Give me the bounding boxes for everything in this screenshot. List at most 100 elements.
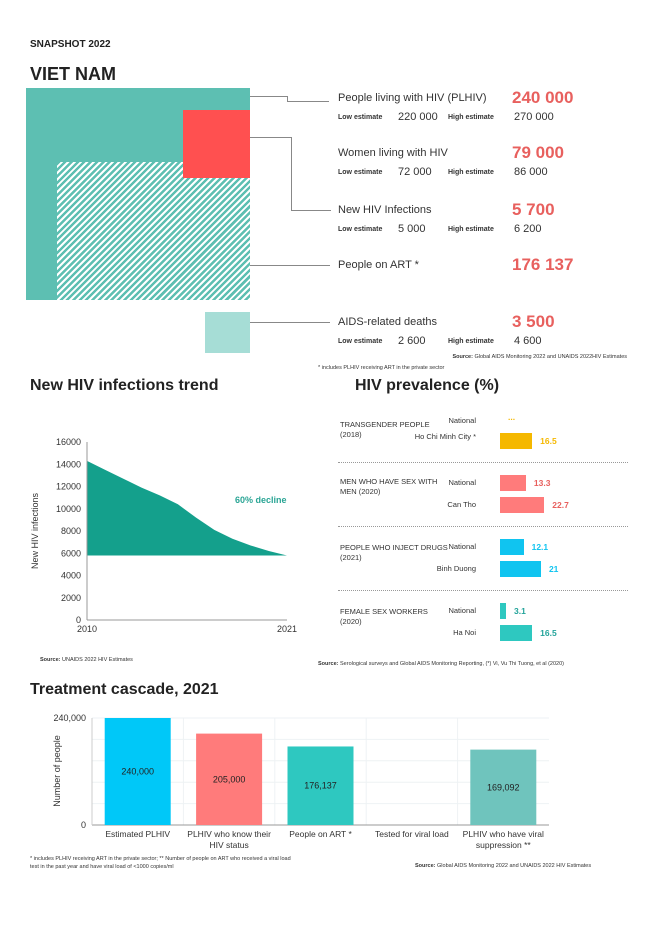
y-tick-label: 0	[81, 820, 86, 830]
subgroup-label: Can Tho	[447, 500, 476, 509]
cascade-footnote-1: * includes PLHIV receiving ART in the pr…	[30, 856, 291, 862]
prevalence-value: ...	[508, 412, 516, 422]
x-tick-label: 2021	[277, 624, 297, 634]
separator	[338, 590, 628, 591]
y-tick-label: 0	[76, 615, 81, 625]
high-estimate-value: 86 000	[514, 166, 548, 178]
y-tick-label: 12000	[56, 482, 81, 492]
prevalence-value: 13.3	[533, 478, 551, 488]
cascade-bar	[196, 733, 263, 825]
stat-label: People on ART *	[338, 259, 419, 271]
separator	[338, 526, 628, 527]
high-estimate-label: High estimate	[448, 114, 494, 121]
low-estimate-label: Low estimate	[338, 169, 383, 176]
subgroup-label: National	[448, 478, 476, 487]
prevalence-value: 16.5	[540, 436, 557, 446]
cascade-bar	[470, 749, 537, 825]
subgroup-label: Ho Chi Minh City *	[414, 432, 476, 441]
cascade-category-label: Estimated PLHIV	[105, 829, 171, 839]
deaths-square	[205, 312, 250, 353]
decline-annotation: 60% decline	[235, 495, 287, 505]
stat-value: 3 500	[512, 312, 555, 331]
y-tick-label: 240,000	[53, 713, 86, 723]
cascade-bar-label: 205,000	[213, 774, 246, 784]
cascade-bar	[104, 718, 171, 825]
stat-value: 79 000	[512, 143, 564, 162]
cascade-bar-label: 240,000	[121, 767, 154, 777]
prevalence-value: 21	[548, 564, 559, 574]
prevalence-value: 16.5	[540, 628, 557, 638]
prevalence-bar	[500, 561, 541, 577]
cascade-title: Treatment cascade, 2021	[30, 681, 219, 698]
stat-value: 240 000	[512, 88, 574, 107]
cascade-category-label: PLHIV who know their HIV status	[187, 829, 271, 850]
prevalence-title: HIV prevalence (%)	[355, 377, 500, 394]
cascade-footnote-2: test in the past year and have viral loa…	[30, 864, 174, 870]
subgroup-label: National	[448, 542, 476, 551]
x-tick-label: 2010	[77, 624, 97, 634]
low-estimate-label: Low estimate	[338, 114, 383, 121]
y-tick-label: 16000	[56, 437, 81, 447]
cascade-bar-label: 169,092	[487, 782, 520, 792]
cascade-category-label: People on ART *	[289, 829, 352, 839]
y-axis-title: Number of people	[52, 735, 62, 807]
stats-source: Source: Global AIDS Monitoring 2022 and …	[452, 354, 627, 360]
low-estimate-value: 5 000	[398, 223, 426, 235]
group-label: PEOPLE WHO INJECT DRUGS (2021)	[340, 543, 448, 562]
prevalence-bar	[500, 433, 533, 449]
prevalence-source: Source: Serological surveys and Global A…	[318, 661, 565, 667]
trend-title: New HIV infections trend	[30, 377, 219, 394]
country-title: VIET NAM	[30, 64, 117, 84]
prevalence-bar	[500, 497, 545, 513]
prevalence-bar	[500, 625, 533, 641]
y-tick-label: 4000	[61, 571, 81, 581]
trend-area	[87, 460, 287, 556]
low-estimate-label: Low estimate	[338, 338, 383, 345]
high-estimate-value: 4 600	[514, 335, 542, 347]
high-estimate-value: 6 200	[514, 223, 542, 235]
y-tick-label: 2000	[61, 593, 81, 603]
cascade-category-label: Tested for viral load	[375, 829, 449, 839]
group-label: MEN WHO HAVE SEX WITH MEN (2020)	[340, 477, 438, 496]
stat-label: People living with HIV (PLHIV)	[338, 92, 487, 104]
high-estimate-value: 270 000	[514, 111, 554, 123]
cascade-source: Source: Global AIDS Monitoring 2022 and …	[415, 863, 592, 869]
low-estimate-value: 72 000	[398, 166, 432, 178]
prevalence-value: 12.1	[531, 542, 549, 552]
prevalence-bar	[500, 475, 526, 491]
y-tick-label: 14000	[56, 459, 81, 469]
stat-value: 5 700	[512, 200, 555, 219]
cascade-bar-label: 176,137	[304, 781, 337, 791]
y-tick-label: 6000	[61, 548, 81, 558]
art-hatched-square	[57, 162, 250, 300]
prevalence-bar	[500, 603, 507, 619]
prevalence-value: 22.7	[552, 500, 569, 510]
group-label: FEMALE SEX WORKERS (2020)	[340, 607, 428, 626]
separator	[338, 462, 628, 463]
high-estimate-label: High estimate	[448, 169, 494, 176]
trend-source: Source: UNAIDS 2022 HIV Estimates	[40, 657, 133, 663]
snapshot-label: SNAPSHOT 2022	[30, 39, 111, 50]
subgroup-label: Binh Duong	[436, 564, 476, 573]
stat-label: Women living with HIV	[338, 147, 448, 159]
stat-label: AIDS-related deaths	[338, 316, 438, 328]
y-tick-label: 10000	[56, 504, 81, 514]
cascade-category-label: PLHIV who have viral suppression **	[462, 829, 544, 850]
low-estimate-value: 2 600	[398, 335, 426, 347]
prevalence-value: 3.1	[514, 606, 526, 616]
y-axis-title: New HIV infections	[30, 492, 40, 569]
stats-footnote: * includes PLHIV receiving ART in the pr…	[318, 365, 445, 371]
prevalence-bar	[500, 539, 524, 555]
subgroup-label: Ha Noi	[453, 628, 476, 637]
high-estimate-label: High estimate	[448, 338, 494, 345]
low-estimate-label: Low estimate	[338, 226, 383, 233]
low-estimate-value: 220 000	[398, 111, 438, 123]
subgroup-label: National	[448, 416, 476, 425]
women-square	[183, 110, 250, 178]
cascade-bar	[287, 746, 354, 825]
stat-label: New HIV Infections	[338, 204, 432, 216]
subgroup-label: National	[448, 606, 476, 615]
stat-value: 176 137	[512, 255, 574, 274]
cascade-chart: 240,000 205,000 176,137 169,092 0 240,000 Numb…	[52, 713, 549, 830]
group-label: TRANSGENDER PEOPLE (2018)	[340, 420, 430, 439]
